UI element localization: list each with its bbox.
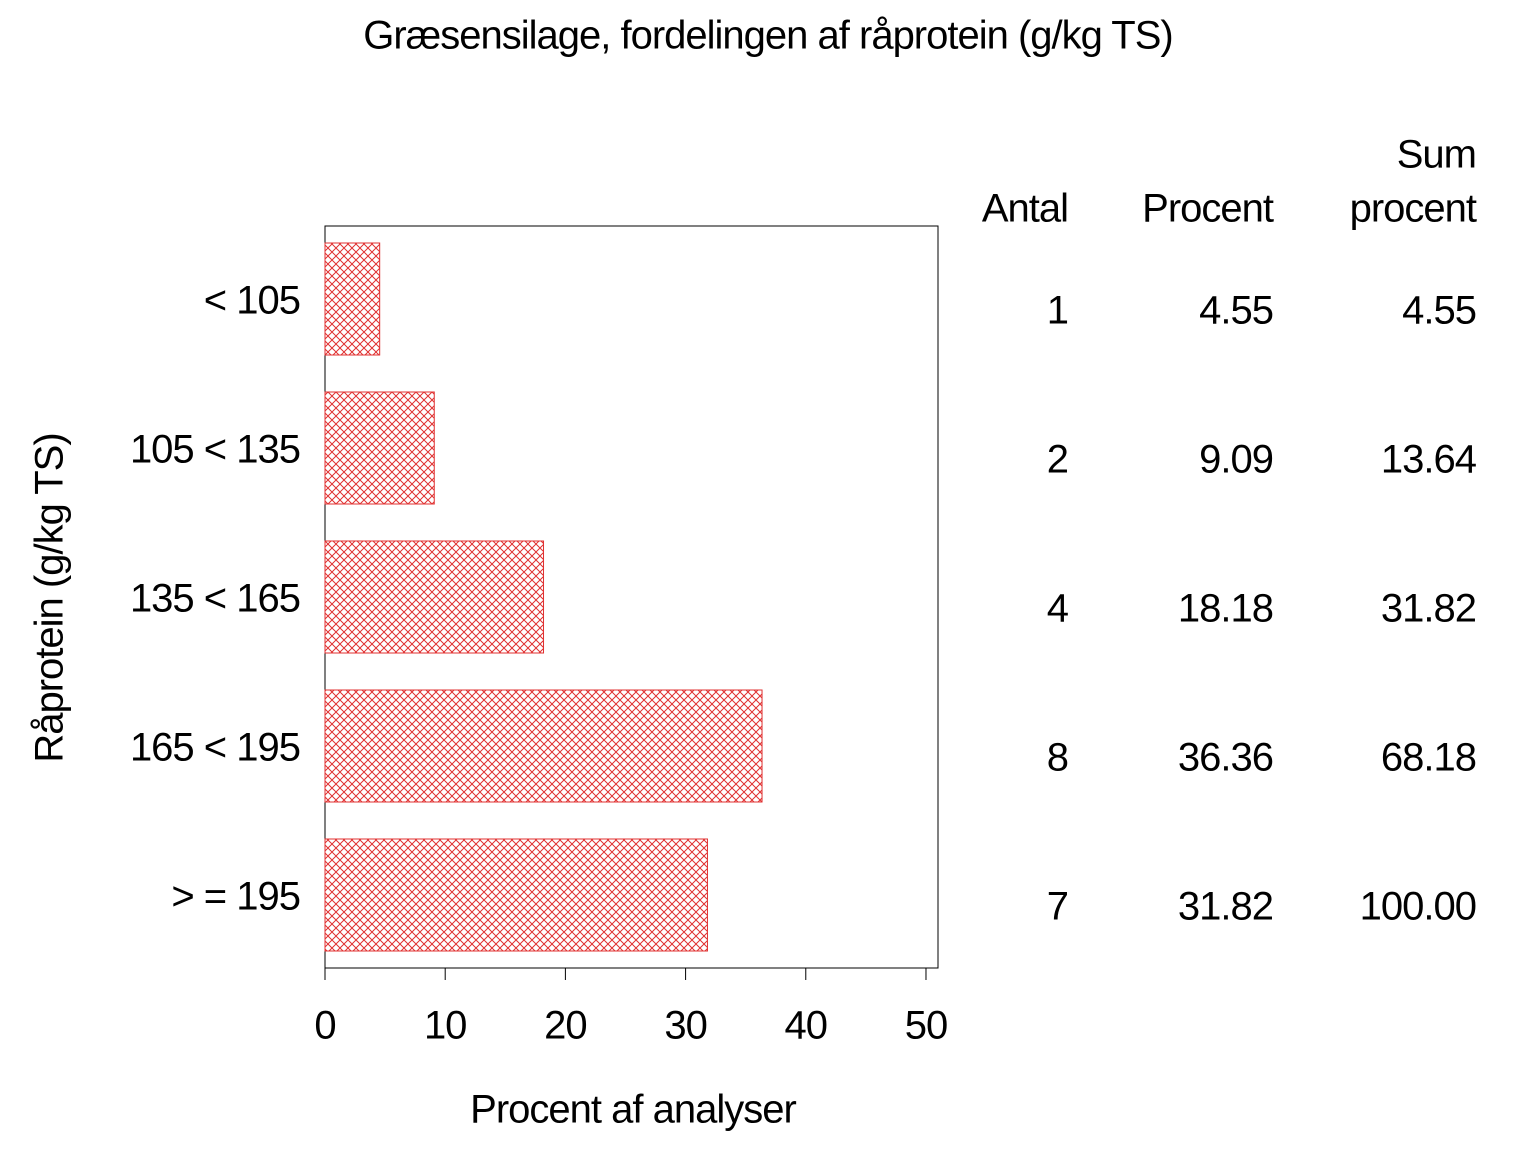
bar — [324, 242, 381, 356]
y-axis-label: Råprotein (g/kg TS) — [28, 433, 72, 762]
x-tick-label: 30 — [664, 1004, 707, 1048]
y-tick-label: 105 < 135 — [130, 428, 300, 472]
y-tick-label: > = 195 — [171, 875, 300, 919]
y-tick-label: 135 < 165 — [130, 577, 300, 621]
bar — [324, 391, 435, 505]
table-cell: 31.82 — [1178, 885, 1273, 929]
table-cell: 8 — [1047, 736, 1068, 780]
chart-title: Græsensilage, fordelingen af råprotein (… — [363, 14, 1172, 58]
table-header: Antal — [982, 187, 1068, 231]
x-tick-label: 10 — [424, 1004, 467, 1048]
bar — [324, 838, 708, 952]
y-tick-label: < 105 — [204, 279, 300, 323]
x-axis-label: Procent af analyser — [470, 1088, 796, 1132]
x-tick-label: 20 — [544, 1004, 587, 1048]
table-cell: 4.55 — [1402, 289, 1476, 333]
table-header: Procent — [1142, 187, 1274, 231]
table-cell: 1 — [1047, 289, 1068, 333]
table-cell: 100.00 — [1360, 885, 1476, 929]
bar — [324, 540, 545, 654]
table-cell: 13.64 — [1381, 438, 1477, 482]
x-tick-label: 0 — [314, 1004, 335, 1048]
table-cell: 18.18 — [1178, 587, 1273, 631]
table-cell: 7 — [1047, 885, 1068, 929]
table-header: Sum — [1397, 133, 1476, 177]
table-cell: 31.82 — [1381, 587, 1476, 631]
table-cell: 36.36 — [1178, 736, 1273, 780]
table-cell: 68.18 — [1381, 736, 1476, 780]
table-cell: 4 — [1047, 587, 1069, 631]
bar — [324, 689, 763, 803]
table-cell: 4.55 — [1199, 289, 1273, 333]
table-cell: 9.09 — [1199, 438, 1273, 482]
table-header: procent — [1350, 187, 1477, 231]
table-cell: 2 — [1047, 438, 1068, 482]
x-tick-label: 40 — [785, 1004, 828, 1048]
y-tick-label: 165 < 195 — [130, 726, 300, 770]
x-tick-label: 50 — [905, 1004, 948, 1048]
